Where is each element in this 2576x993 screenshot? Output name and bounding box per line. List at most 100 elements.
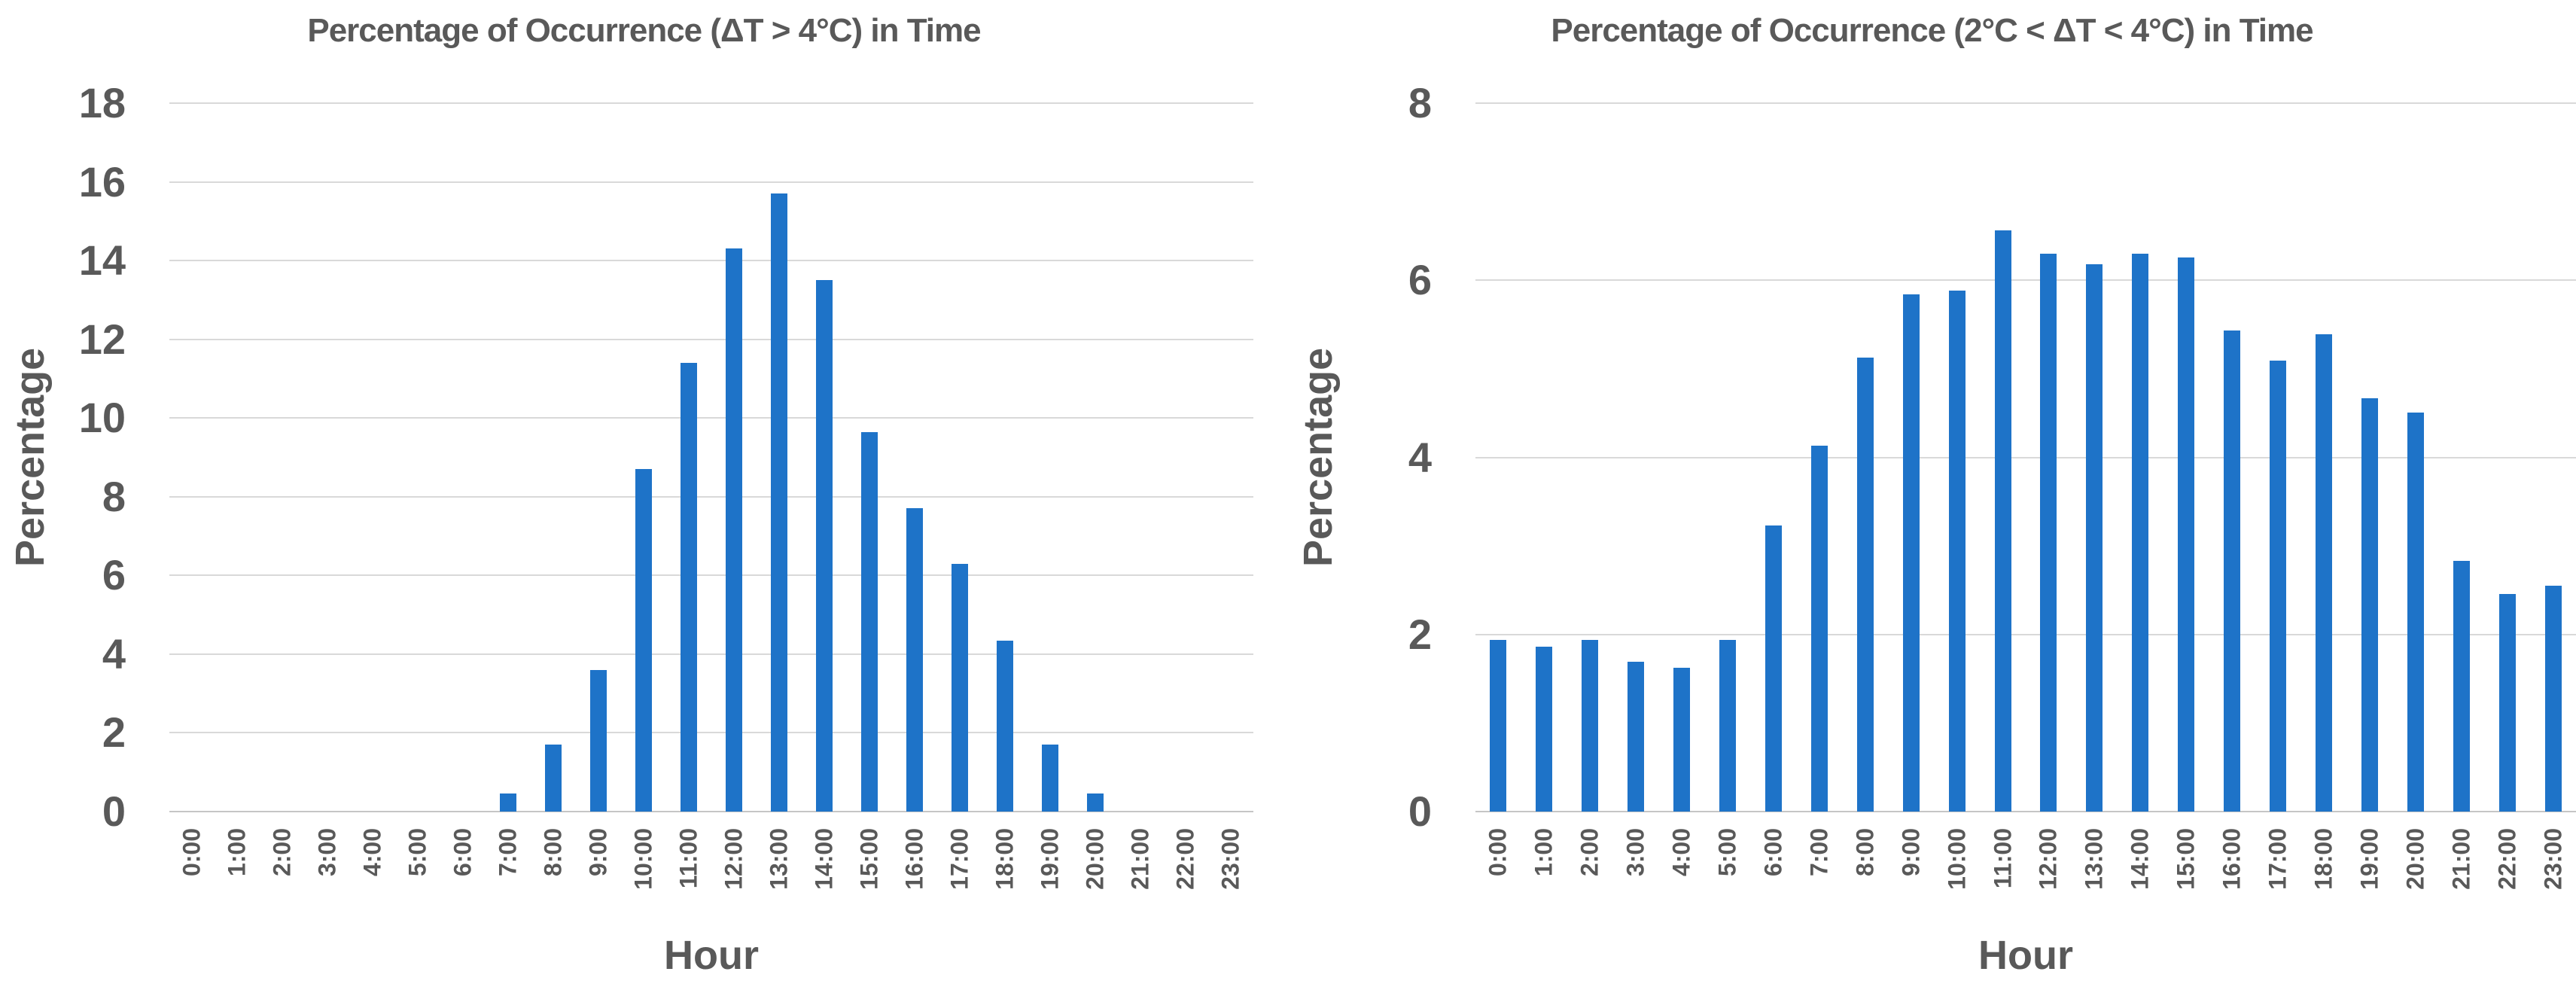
y-tick-label: 4 [1408,433,1432,481]
x-tick-label: 8:00 [539,828,567,877]
x-tick-label: 9:00 [1897,828,1925,877]
bar-23:00 [2544,586,2562,812]
bar-16:00 [2224,330,2241,812]
x-tick-label: 22:00 [2493,828,2521,890]
x-tick-label: 9:00 [584,828,612,877]
chart-title: Percentage of Occurrence (2°C < ΔT < 4°C… [1551,12,2313,49]
y-tick-label: 6 [102,551,126,599]
x-tick-label: 0:00 [178,828,206,877]
x-tick-label: 20:00 [2401,828,2429,890]
bar-12:00 [726,248,742,812]
x-tick-label: 4:00 [1667,828,1695,877]
gridline [1475,279,2576,282]
bar-12:00 [2040,253,2057,812]
bar-7:00 [500,793,516,812]
x-tick-label: 1:00 [1530,828,1557,877]
x-tick-label: 10:00 [629,828,657,890]
x-tick-label: 16:00 [2218,828,2246,890]
gridline [1475,102,2576,104]
x-tick-label: 3:00 [1621,828,1649,877]
chart-title: Percentage of Occurrence (ΔT > 4°C) in T… [307,12,981,49]
gridline [1475,633,2576,635]
x-tick-label: 11:00 [1988,828,2016,889]
gridline [169,495,1253,498]
bar-19:00 [2361,398,2378,812]
x-tick-label: 14:00 [2126,828,2154,890]
x-axis-title: Hour [1978,933,2073,978]
x-axis-tick-labels: 0:00 1:00 2:00 3:00 4:00 5:00 6:00 7:00 8:00 9:00… [169,828,1253,949]
gridline [169,732,1253,734]
x-tick-label: 5:00 [1713,828,1741,877]
x-tick-label: 17:00 [945,828,973,890]
plot-area [169,102,1253,812]
x-tick-label: 6:00 [449,828,477,877]
bar-13:00 [2086,264,2103,812]
y-tick-label: 6 [1408,256,1432,304]
x-tick-label: 21:00 [1126,828,1154,890]
bar-15:00 [861,431,878,812]
bar-16:00 [906,508,923,812]
x-tick-label: 13:00 [2080,828,2108,890]
x-tick-label: 1:00 [223,828,251,877]
gridline [169,102,1253,104]
bar-5:00 [1719,639,1737,812]
bar-17:00 [952,563,968,812]
bar-9:00 [1902,294,1920,812]
x-tick-label: 7:00 [1805,828,1833,877]
gridline [169,417,1253,419]
x-axis-line [1475,811,2576,812]
x-tick-label: 6:00 [1759,828,1787,877]
y-tick-label: 8 [102,472,126,520]
y-tick-label: 10 [78,394,126,442]
bar-20:00 [1087,793,1104,812]
bar-14:00 [2132,253,2149,812]
x-tick-label: 15:00 [855,828,883,890]
y-axis-tick-labels: 0 2 4 6 8 [1288,82,1432,833]
x-tick-label: 21:00 [2447,828,2475,890]
y-tick-label: 16 [78,157,126,206]
bar-14:00 [816,280,833,812]
x-tick-label: 5:00 [403,828,431,877]
y-tick-label: 14 [78,236,126,285]
bar-0:00 [1490,639,1507,812]
gridline [169,574,1253,577]
bar-3:00 [1628,662,1645,812]
x-tick-label: 10:00 [1943,828,1971,890]
x-tick-label: 14:00 [810,828,838,890]
bar-8:00 [1856,357,1874,812]
x-tick-label: 18:00 [2310,828,2337,890]
x-tick-label: 3:00 [313,828,341,877]
x-tick-label: 23:00 [1216,828,1244,890]
y-axis-tick-labels: 0 2 4 6 8 10 12 14 16 18 [0,82,126,833]
bar-1:00 [1536,647,1553,812]
y-tick-label: 12 [78,315,126,363]
x-tick-label: 17:00 [2264,828,2291,890]
x-tick-label: 20:00 [1081,828,1109,890]
x-axis-line [169,811,1253,812]
bar-15:00 [2178,257,2195,812]
bar-18:00 [2315,334,2332,812]
gridline [169,653,1253,655]
x-tick-label: 0:00 [1484,828,1512,877]
y-tick-label: 4 [102,629,126,678]
x-axis-tick-labels: 0:00 1:00 2:00 3:00 4:00 5:00 6:00 7:00 8:00 9:00… [1475,828,2576,949]
x-tick-label: 22:00 [1171,828,1199,890]
gridline [169,181,1253,183]
x-tick-label: 19:00 [1036,828,1064,890]
bar-6:00 [1765,525,1782,812]
bar-2:00 [1582,639,1599,812]
x-tick-label: 8:00 [1851,828,1879,877]
x-tick-label: 2:00 [1576,828,1603,877]
bar-7:00 [1810,446,1828,812]
bar-20:00 [2407,412,2424,812]
y-tick-label: 0 [102,787,126,835]
x-tick-label: 12:00 [720,828,748,890]
x-tick-label: 13:00 [765,828,793,890]
x-axis-title: Hour [664,933,759,978]
bar-10:00 [635,469,652,812]
x-tick-label: 12:00 [2034,828,2062,890]
x-tick-label: 15:00 [2172,828,2200,890]
y-tick-label: 18 [78,79,126,126]
bar-8:00 [545,745,562,812]
y-tick-label: 0 [1408,787,1432,835]
